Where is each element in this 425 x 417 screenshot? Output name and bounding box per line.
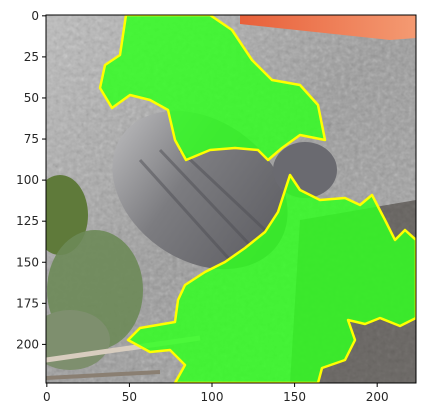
y-tick-label: 50 (24, 91, 39, 105)
leaf-left-bottom (46, 310, 110, 370)
y-tick-label: 150 (16, 255, 39, 269)
y-tick-label: 200 (16, 337, 39, 351)
bird-wing-streaks (138, 148, 267, 262)
y-tick-label: 25 (24, 50, 39, 64)
photo-plot-area (46, 15, 416, 383)
x-tick-label: 50 (122, 390, 137, 404)
x-tick-label: 200 (366, 390, 389, 404)
y-tick-label: 100 (16, 173, 39, 187)
x-tick-label: 150 (283, 390, 306, 404)
y-tick-label: 125 (16, 214, 39, 228)
x-tick-label: 0 (43, 390, 51, 404)
y-axis: 0 25 50 75 100 125 150 175 200 (16, 9, 46, 351)
x-tick-label: 100 (201, 390, 224, 404)
axes-frame (45, 14, 417, 384)
twig (46, 370, 161, 380)
y-tick-label: 175 (16, 296, 39, 310)
segmentation-mask (98, 15, 416, 383)
bird-body (112, 110, 288, 270)
y-tick-label: 75 (24, 132, 39, 146)
y-tick-label: 0 (31, 9, 39, 23)
orange-object (240, 15, 416, 40)
bird-head (273, 142, 337, 198)
x-axis: 0 50 100 150 200 (43, 383, 389, 404)
